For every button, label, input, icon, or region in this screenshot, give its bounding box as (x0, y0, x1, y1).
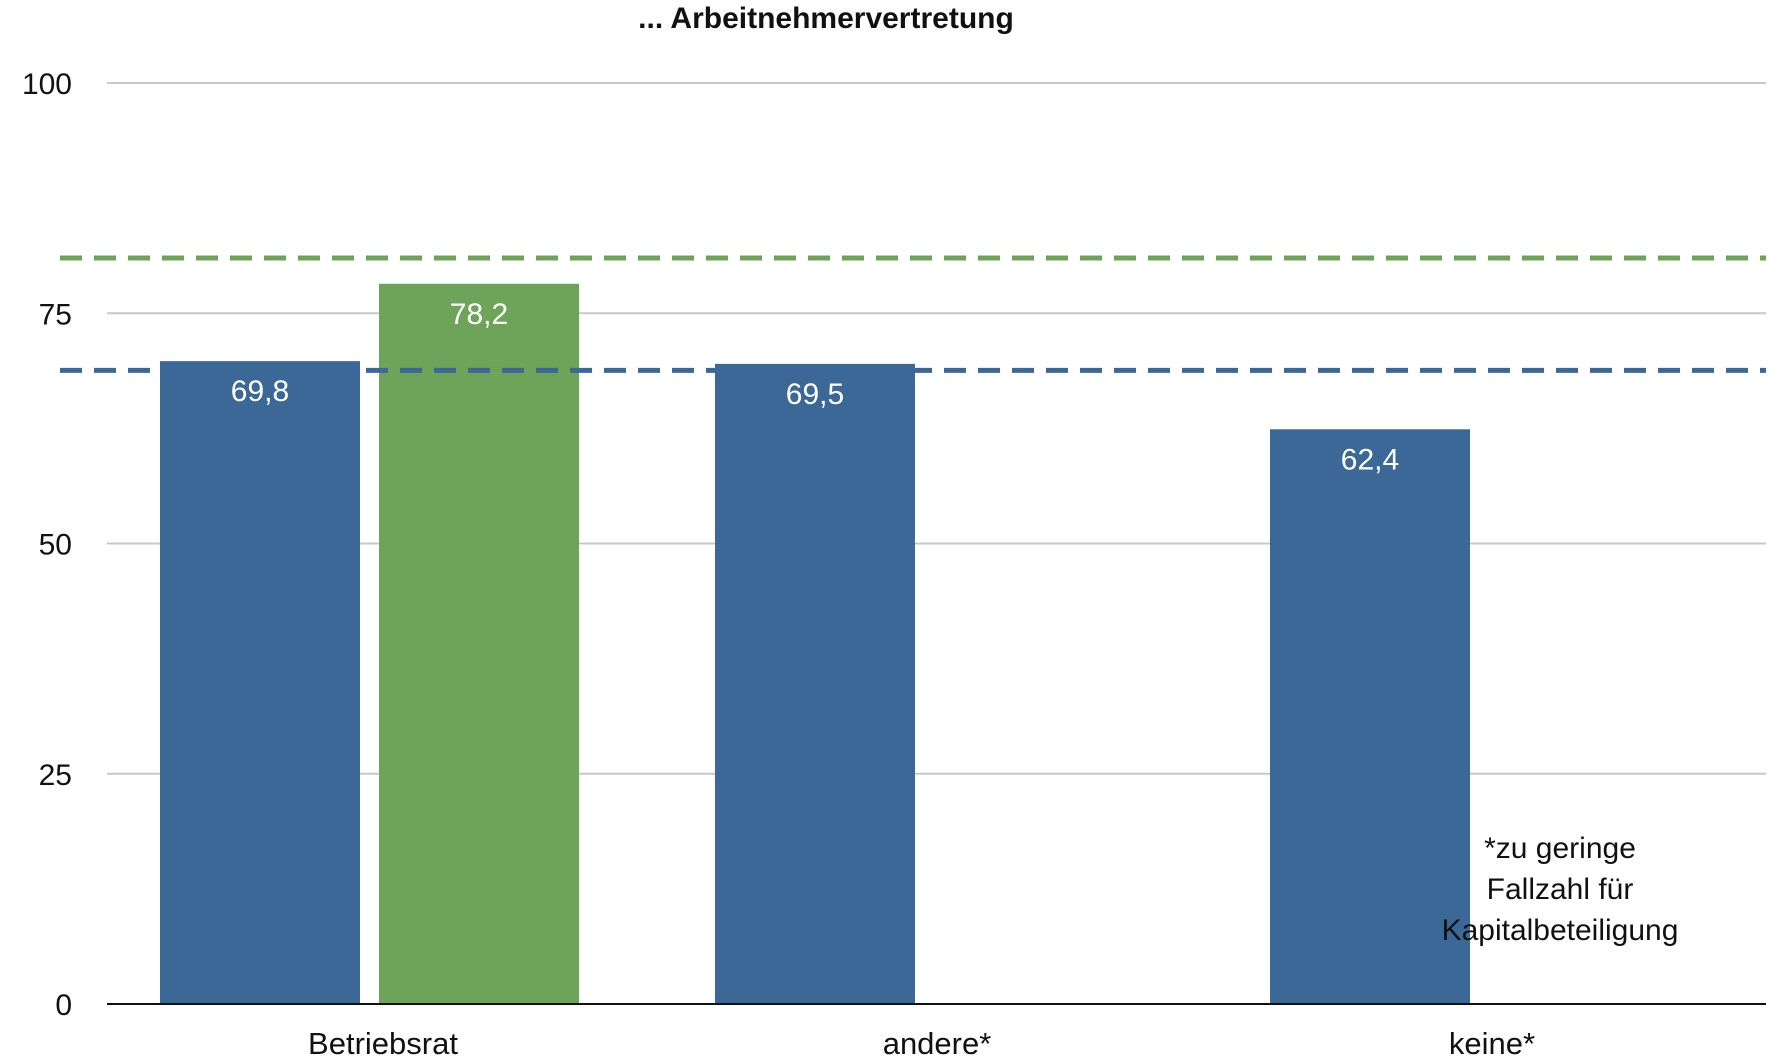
data-label: 78,2 (450, 298, 508, 331)
y-tick-label: 100 (22, 68, 72, 101)
data-labels: 69,8 78,2 69,5 62,4 (231, 298, 1399, 477)
reference-lines (60, 255, 1766, 373)
data-label: 69,5 (786, 378, 844, 411)
data-label: 62,4 (1341, 443, 1399, 476)
x-tick-label: Betriebsrat (308, 1026, 458, 1061)
y-tick-label: 75 (39, 298, 72, 331)
y-tick-label: 50 (39, 529, 72, 562)
bar (1270, 429, 1470, 1004)
y-tick-label: 25 (39, 759, 72, 792)
bar (160, 361, 360, 1005)
footnote-line: *zu geringe (1484, 832, 1636, 865)
chart-title: ... Arbeitnehmervertretung (638, 2, 1014, 35)
x-tick-label: keine* (1449, 1026, 1535, 1061)
x-tick-label: andere* (883, 1026, 992, 1061)
bar (379, 283, 579, 1004)
footnote: *zu geringe Fallzahl für Kapitalbeteilig… (1440, 828, 1680, 951)
y-tick-label: 0 (55, 989, 72, 1022)
axes: 0 25 50 75 100 Betriebsrat andere* keine* (22, 68, 1766, 1061)
bar (715, 363, 915, 1004)
footnote-line: Kapitalbeteiligung (1441, 914, 1679, 947)
footnote-line: Fallzahl für (1486, 873, 1634, 906)
data-label: 69,8 (231, 375, 289, 408)
bars (160, 283, 1470, 1005)
